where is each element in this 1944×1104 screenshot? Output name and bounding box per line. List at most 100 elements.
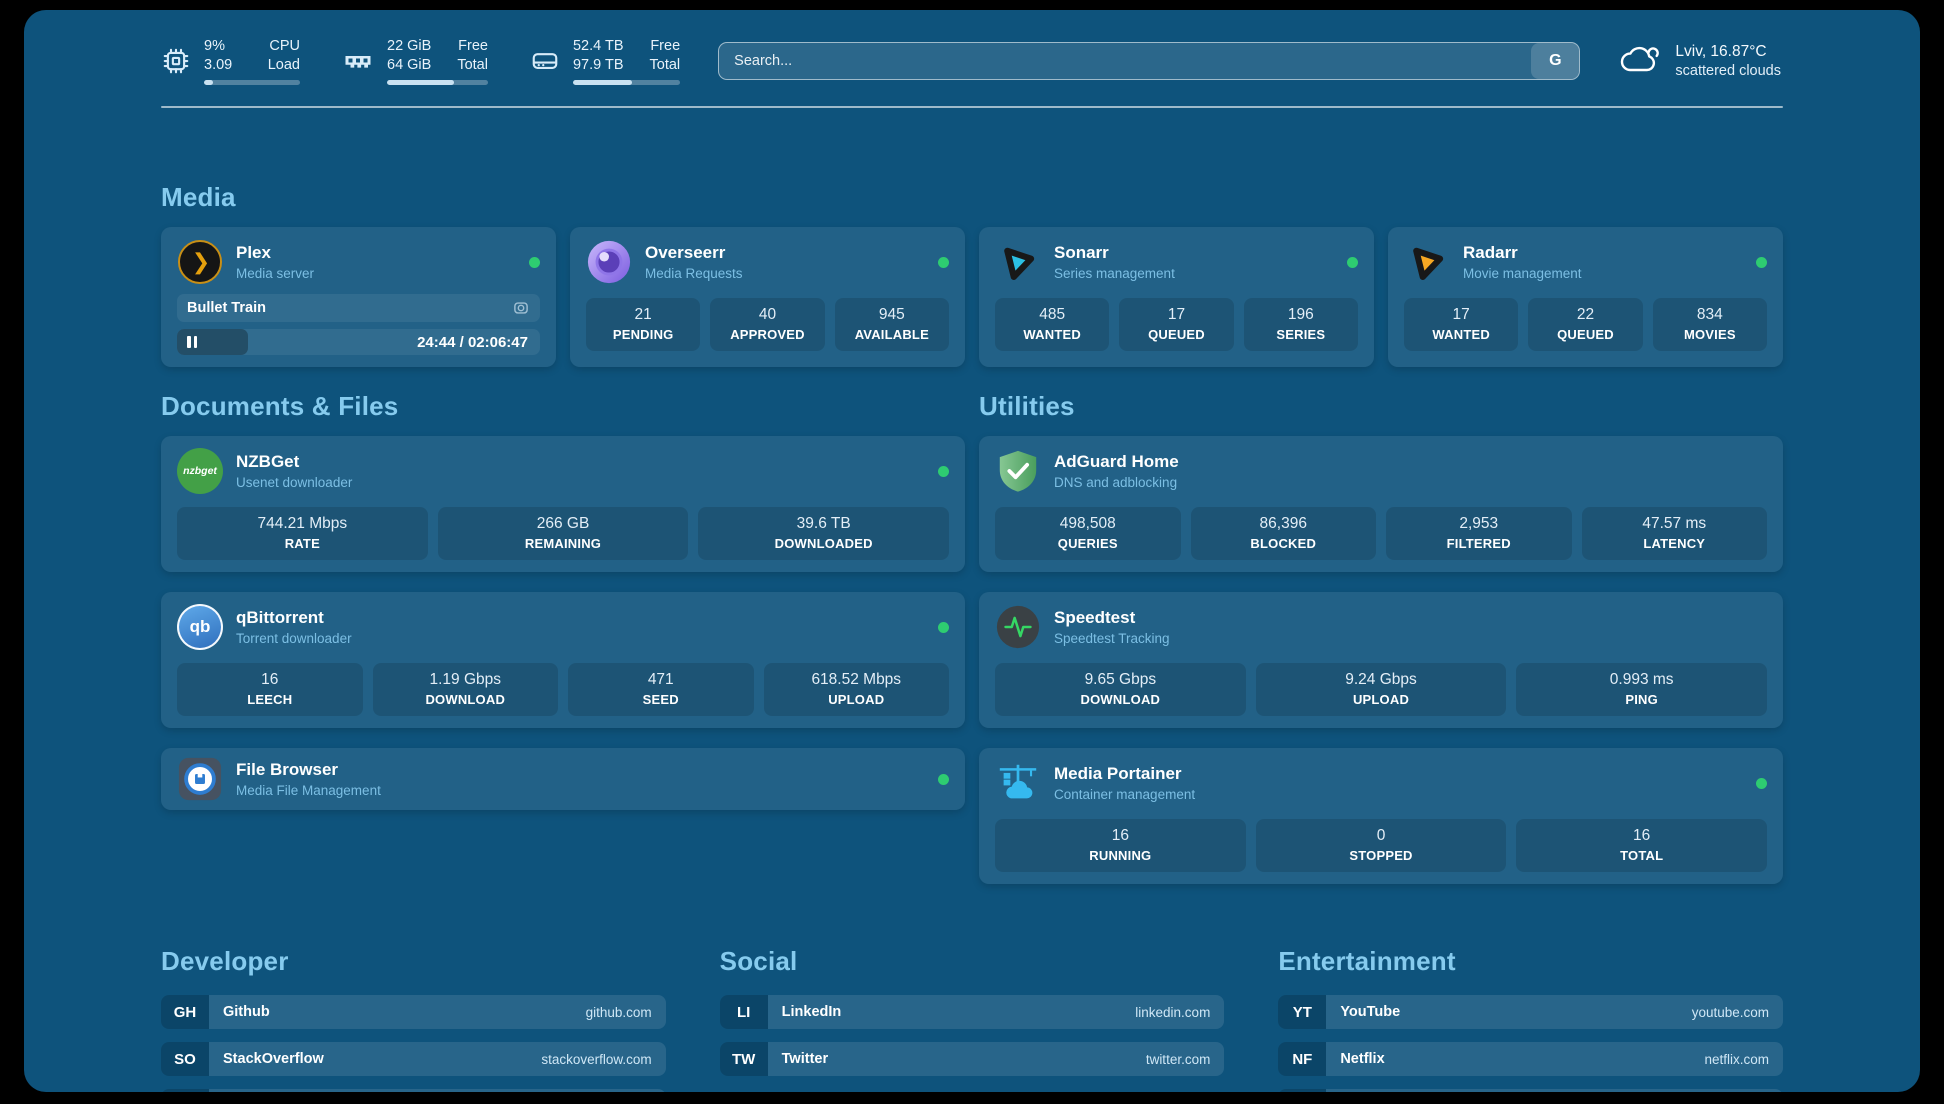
status-dot <box>938 465 949 477</box>
overseerr-card[interactable]: Overseerr Media Requests 21 PENDING 40 A… <box>570 227 965 367</box>
weather-condition: scattered clouds <box>1675 62 1781 79</box>
adguard-card[interactable]: AdGuard Home DNS and adblocking 498,508 … <box>979 436 1783 572</box>
stat-ping: 0.993 ms PING <box>1516 663 1768 716</box>
bookmark-netflix[interactable]: NF Netflix netflix.com <box>1278 1042 1783 1076</box>
radarr-card[interactable]: Radarr Movie management 17 WANTED 22 QUE… <box>1388 227 1783 367</box>
app-name: AdGuard Home <box>1054 452 1179 471</box>
bookmark-name: StackOverflow <box>223 1051 324 1067</box>
bookmark-stackoverflow[interactable]: SO StackOverflow stackoverflow.com <box>161 1042 666 1076</box>
memory-total-value: 64 GiB <box>387 57 432 73</box>
weather-location-temperature: Lviv, 16.87°C <box>1675 42 1767 60</box>
weather-widget: Lviv, 16.87°C scattered clouds <box>1618 42 1781 81</box>
stat-series: 196 SERIES <box>1243 298 1358 351</box>
nzbget-icon: nzbget <box>177 448 223 494</box>
section-title-utilities: Utilities <box>979 391 1075 421</box>
disk-free-value: 52.4 TB <box>572 37 624 54</box>
memory-free-value: 22 GiB <box>387 37 432 54</box>
search-input[interactable] <box>719 43 1532 79</box>
bookmark-linkedin[interactable]: LI LinkedIn linkedin.com <box>719 995 1225 1029</box>
filebrowser-card[interactable]: File Browser Media File Management <box>161 748 965 810</box>
bookmark-group-social: Social LI LinkedIn linkedin.com TW Twitt… <box>719 946 1225 1092</box>
app-subtitle: Torrent downloader <box>236 631 352 646</box>
app-subtitle: Speedtest Tracking <box>1054 631 1170 646</box>
bookmark-github[interactable]: GH Github github.com <box>161 995 666 1029</box>
app-subtitle: Movie management <box>1463 266 1582 281</box>
bookmark-badge: TW <box>719 1042 768 1076</box>
qbittorrent-card[interactable]: qb qBittorrent Torrent downloader 16 <box>161 592 965 728</box>
hard-drive-icon <box>530 46 560 76</box>
stat-queued: 22 QUEUED <box>1528 298 1643 351</box>
system-stats: 9% 3.09 CPU Load <box>161 37 681 86</box>
qbittorrent-icon: qb <box>177 604 223 650</box>
stat-rate: 744.21 Mbps RATE <box>177 507 428 560</box>
stat-filtered: 2,953 FILTERED <box>1386 507 1572 560</box>
bookmark-url: github.com <box>585 1004 652 1020</box>
playback-time: 24:44 / 02:06:47 <box>417 333 528 351</box>
disk-total-value: 97.9 TB <box>572 57 624 73</box>
stat-running: 16 RUNNING <box>995 819 1246 872</box>
speedtest-card[interactable]: Speedtest Speedtest Tracking 9.65 Gbps D… <box>979 592 1783 728</box>
media-grid: ❯ Plex Media server Bullet Train <box>161 227 1783 367</box>
cpu-icon <box>161 46 191 76</box>
sonarr-icon <box>995 239 1041 285</box>
stat-download: 9.65 Gbps DOWNLOAD <box>995 663 1246 716</box>
cpu-load-value: 3.09 <box>204 57 233 73</box>
bookmark-name: LinkedIn <box>781 1004 842 1020</box>
app-subtitle: Media File Management <box>236 783 381 798</box>
pause-icon[interactable] <box>187 336 197 348</box>
app-subtitle: Media Requests <box>645 266 743 281</box>
disk-progress-bar <box>572 80 681 86</box>
cpu-load-label: Load <box>267 57 300 73</box>
memory-stat-widget: 22 GiB 64 GiB Free Total <box>342 37 488 86</box>
bookmark-url: youtube.com <box>1691 1004 1769 1020</box>
app-subtitle: DNS and adblocking <box>1054 475 1178 490</box>
plex-icon: ❯ <box>177 239 223 285</box>
app-name: Radarr <box>1463 243 1518 262</box>
cpu-usage-value: 9% <box>204 37 225 54</box>
overseerr-icon <box>586 239 632 285</box>
app-name: Speedtest <box>1054 608 1136 627</box>
section-title-media: Media <box>161 182 236 212</box>
stat-total: 16 TOTAL <box>1516 819 1768 872</box>
app-name: Media Portainer <box>1054 764 1182 783</box>
bookmark-reddit[interactable]: RE Reddit reddit.com <box>1278 1089 1783 1092</box>
now-playing-title: Bullet Train <box>187 300 266 316</box>
top-bar: 9% 3.09 CPU Load <box>161 36 1783 86</box>
portainer-card[interactable]: Media Portainer Container management 16 … <box>979 748 1783 884</box>
section-title-documents: Documents & Files <box>161 391 399 421</box>
bookmark-dev[interactable]: DT DEV dev.to <box>161 1089 666 1092</box>
disk-stat-widget: 52.4 TB 97.9 TB Free Total <box>530 37 681 86</box>
bookmark-youtube[interactable]: YT YouTube youtube.com <box>1278 995 1783 1029</box>
portainer-icon <box>995 760 1041 806</box>
status-dot <box>1756 777 1767 789</box>
search-engine-button[interactable]: G <box>1531 43 1580 79</box>
bookmark-name: Netflix <box>1340 1051 1385 1067</box>
status-dot <box>938 773 949 785</box>
bookmark-badge: GH <box>161 995 209 1029</box>
adguard-icon <box>995 448 1041 494</box>
bookmark-name: Twitter <box>781 1051 829 1067</box>
sonarr-card[interactable]: Sonarr Series management 485 WANTED 17 Q… <box>979 227 1374 367</box>
app-name: Overseerr <box>645 243 726 262</box>
cpu-progress-bar <box>204 80 300 86</box>
stat-remaining: 266 GB REMAINING <box>437 507 689 560</box>
cloud-icon <box>1618 42 1662 81</box>
app-subtitle: Media server <box>236 266 315 281</box>
header-divider <box>161 106 1783 108</box>
status-dot <box>938 621 949 633</box>
bookmark-url: twitter.com <box>1145 1051 1211 1067</box>
stat-blocked: 86,396 BLOCKED <box>1190 507 1376 560</box>
stat-movies: 834 MOVIES <box>1652 298 1767 351</box>
stat-upload: 618.52 Mbps UPLOAD <box>763 663 949 716</box>
documents-column: Documents & Files nzbget NZBGet Usenet d… <box>161 391 965 884</box>
bookmark-twitter[interactable]: TW Twitter twitter.com <box>719 1042 1225 1076</box>
status-dot <box>529 256 540 268</box>
bookmark-badge: YT <box>1278 995 1327 1029</box>
plex-card[interactable]: ❯ Plex Media server Bullet Train <box>161 227 556 367</box>
stat-approved: 40 APPROVED <box>710 298 825 351</box>
nzbget-card[interactable]: nzbget NZBGet Usenet downloader 744.21 M… <box>161 436 965 572</box>
disk-total-label: Total <box>649 57 681 73</box>
bookmark-group-developer: Developer GH Github github.com SO StackO… <box>161 946 666 1092</box>
app-subtitle: Series management <box>1054 266 1175 281</box>
memory-progress-bar <box>387 80 488 86</box>
